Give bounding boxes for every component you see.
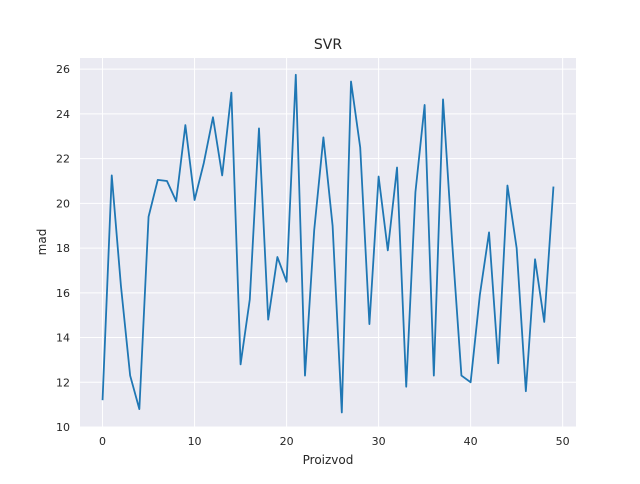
x-tick-label: 10	[188, 435, 202, 448]
x-tick-label: 0	[99, 435, 106, 448]
x-tick-label: 50	[556, 435, 570, 448]
y-tick-label: 14	[56, 332, 70, 345]
y-tick-label: 26	[56, 63, 70, 76]
y-tick-label: 22	[56, 153, 70, 166]
x-tick-label: 40	[464, 435, 478, 448]
x-axis-label: Proizvod	[303, 453, 354, 467]
x-tick-label: 30	[372, 435, 386, 448]
series-group	[101, 73, 555, 414]
grid-lines	[80, 58, 576, 428]
y-tick-label: 20	[56, 197, 70, 210]
x-tick-labels: 0 10 20 30 40 50	[99, 435, 570, 448]
y-tick-label: 10	[56, 421, 70, 434]
y-axis-label: mad	[35, 229, 49, 256]
y-tick-label: 12	[56, 376, 70, 389]
plot-area	[80, 58, 576, 427]
y-tick-label: 24	[56, 108, 70, 121]
series-line	[101, 73, 555, 414]
y-tick-labels: 10 12 14 16 18 20 22 24 26	[56, 63, 70, 434]
chart-title: SVR	[314, 37, 342, 53]
x-tick-label: 20	[280, 435, 294, 448]
y-tick-label: 18	[56, 242, 70, 255]
y-tick-label: 16	[56, 287, 70, 300]
